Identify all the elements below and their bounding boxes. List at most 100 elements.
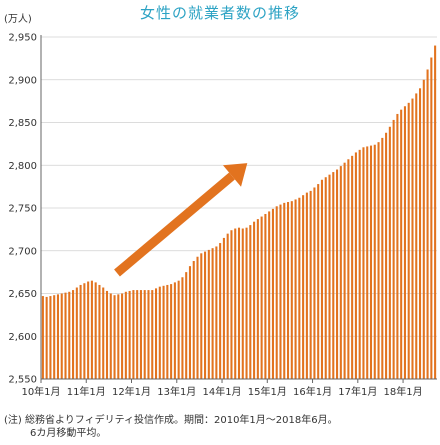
bar	[411, 98, 414, 379]
bar	[121, 293, 124, 379]
y-tick-labels: 2,550 2,600 2,650 2,700 2,750 2,800 2,850 2,900…	[8, 33, 37, 386]
bar	[362, 147, 365, 379]
bar	[139, 290, 142, 379]
bar	[192, 261, 195, 379]
bar	[188, 266, 192, 379]
trend-arrow-shaft	[114, 172, 235, 277]
bar	[219, 243, 222, 379]
bar	[418, 88, 422, 380]
bar	[113, 295, 116, 379]
bar	[283, 202, 286, 379]
bar	[317, 184, 320, 379]
bar	[230, 230, 233, 379]
bar	[415, 93, 418, 380]
bar	[147, 290, 150, 379]
bar	[41, 296, 44, 379]
x-tick-label: 13年1月	[157, 385, 196, 398]
bar	[305, 192, 308, 379]
trend-arrow-head	[222, 163, 248, 187]
x-tick-label: 14年1月	[202, 385, 241, 398]
bar-series	[41, 45, 437, 380]
bar	[241, 228, 244, 379]
y-tick-label: 2,950	[8, 33, 37, 44]
y-tick-label: 2,800	[8, 161, 37, 172]
bar	[328, 174, 331, 379]
bar	[339, 166, 342, 379]
bar	[264, 213, 267, 379]
bar	[309, 190, 312, 379]
bar	[332, 172, 335, 379]
bar	[396, 113, 399, 379]
y-tick-label: 2,850	[8, 118, 37, 129]
bar	[302, 195, 305, 379]
bar	[275, 206, 278, 379]
bar	[260, 216, 263, 379]
bar	[320, 179, 324, 379]
bar	[403, 106, 406, 379]
bar	[256, 219, 259, 379]
y-tick-label: 2,650	[8, 289, 37, 300]
bar	[381, 137, 384, 379]
bar	[177, 280, 180, 379]
bar	[369, 145, 373, 379]
x-tick-label: 17年1月	[338, 385, 377, 398]
bar	[294, 199, 297, 379]
x-tick-label: 15年1月	[248, 385, 287, 398]
bar	[200, 253, 203, 379]
bar	[234, 228, 237, 379]
bar	[392, 119, 395, 379]
bar	[388, 126, 391, 380]
bar	[211, 248, 214, 379]
bar	[422, 79, 425, 379]
bar	[279, 204, 282, 379]
bar	[298, 197, 301, 379]
bar	[222, 237, 225, 379]
bar	[207, 249, 210, 379]
bar	[434, 45, 437, 380]
bar	[166, 284, 169, 379]
bar	[336, 169, 339, 379]
bar	[151, 290, 154, 379]
bar	[377, 142, 380, 379]
x-tick-label: 16年1月	[293, 385, 332, 398]
bar	[94, 282, 97, 379]
footnote: (注) 総務省よりフィデリティ投信作成。期間：2010年1月～2018年6月。 …	[4, 414, 436, 440]
bar	[60, 293, 63, 379]
bar	[253, 221, 256, 379]
bar	[143, 290, 146, 379]
bar	[373, 144, 376, 379]
bar	[98, 284, 101, 379]
bar	[102, 287, 105, 379]
footnote-line-2: 6カ月移動平均。	[30, 428, 107, 439]
bar	[313, 187, 316, 379]
bar	[109, 293, 112, 379]
bar	[49, 296, 52, 379]
bar	[400, 109, 403, 380]
trend-arrow	[114, 163, 248, 277]
y-tick-label: 2,600	[8, 332, 37, 343]
bar	[268, 211, 271, 379]
bar	[343, 162, 346, 379]
bar	[347, 159, 350, 379]
bar	[128, 290, 131, 379]
bar	[271, 208, 274, 379]
bar	[358, 149, 361, 379]
footnote-line-1: (注) 総務省よりフィデリティ投信作成。期間：2010年1月～2018年6月。	[4, 415, 338, 426]
y-tick-label: 2,750	[8, 204, 37, 215]
x-tick-label: 18年1月	[384, 385, 423, 398]
x-tick-label: 10年1月	[21, 385, 60, 398]
bar	[87, 281, 90, 379]
bar	[249, 225, 252, 379]
bar	[215, 246, 218, 379]
bar	[290, 201, 293, 379]
axes	[40, 35, 437, 383]
bar	[132, 290, 135, 379]
bar	[204, 251, 207, 379]
bar	[136, 290, 139, 379]
bar	[366, 146, 369, 379]
x-tick-label: 12年1月	[112, 385, 151, 398]
bar	[173, 282, 176, 379]
bar	[154, 288, 158, 379]
y-tick-label: 2,900	[8, 75, 37, 86]
bar	[105, 290, 109, 379]
